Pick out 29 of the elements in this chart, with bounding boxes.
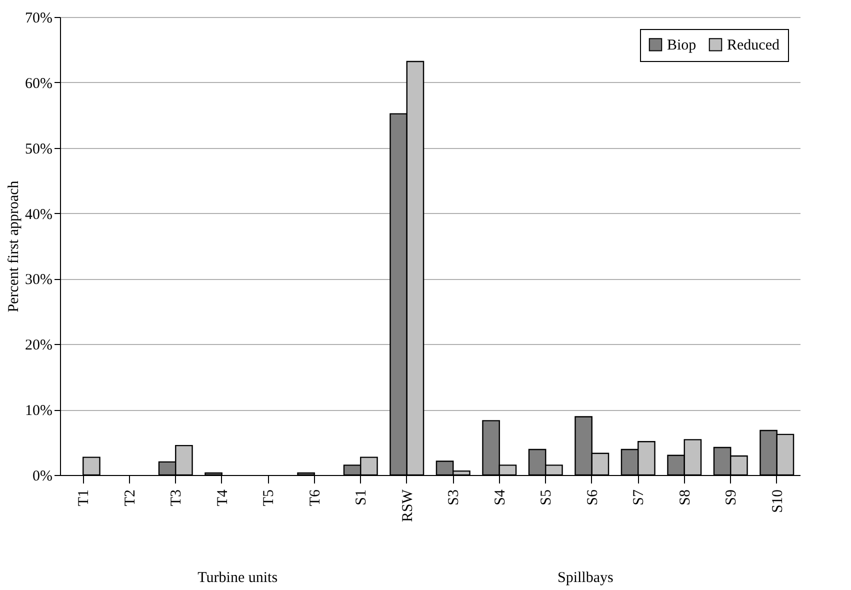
y-tick-label: 0% <box>32 468 52 484</box>
x-tick-label: T6 <box>307 489 324 506</box>
x-tick-label: T3 <box>168 490 185 506</box>
text: Turbine units <box>198 570 278 586</box>
y-tick-label: 30% <box>25 272 52 288</box>
y-tick-label: 70% <box>25 10 52 26</box>
x-tick-label: RSW <box>400 488 416 522</box>
x-tick-label: T5 <box>261 490 278 506</box>
x-tick-label: S4 <box>492 489 508 506</box>
x-tick-label: S7 <box>631 489 648 506</box>
y-tick-label: 60% <box>25 76 52 92</box>
x-tick-label: T1 <box>76 490 92 506</box>
x-tick-label: S9 <box>724 490 740 506</box>
text: Spillbays <box>557 570 614 586</box>
x-tick-label: S3 <box>446 490 462 506</box>
legend-label: Biop <box>667 38 696 54</box>
y-tick-label: 10% <box>25 403 52 420</box>
x-tick-label: T2 <box>122 490 138 506</box>
x-tick-label: S6 <box>584 489 601 506</box>
x-tick-label: S1 <box>354 490 370 506</box>
x-tick-label: T4 <box>214 489 231 506</box>
x-tick-label: S8 <box>677 490 694 506</box>
y-tick-label: 40% <box>25 206 52 223</box>
y-tick-label: 50% <box>25 141 52 158</box>
x-tick-label: S5 <box>538 490 555 506</box>
y-axis-title: Percent first approach <box>6 180 22 312</box>
legend-label: Reduced <box>727 38 780 54</box>
y-tick-label: 20% <box>25 338 52 354</box>
x-tick-label: S10 <box>770 490 786 513</box>
